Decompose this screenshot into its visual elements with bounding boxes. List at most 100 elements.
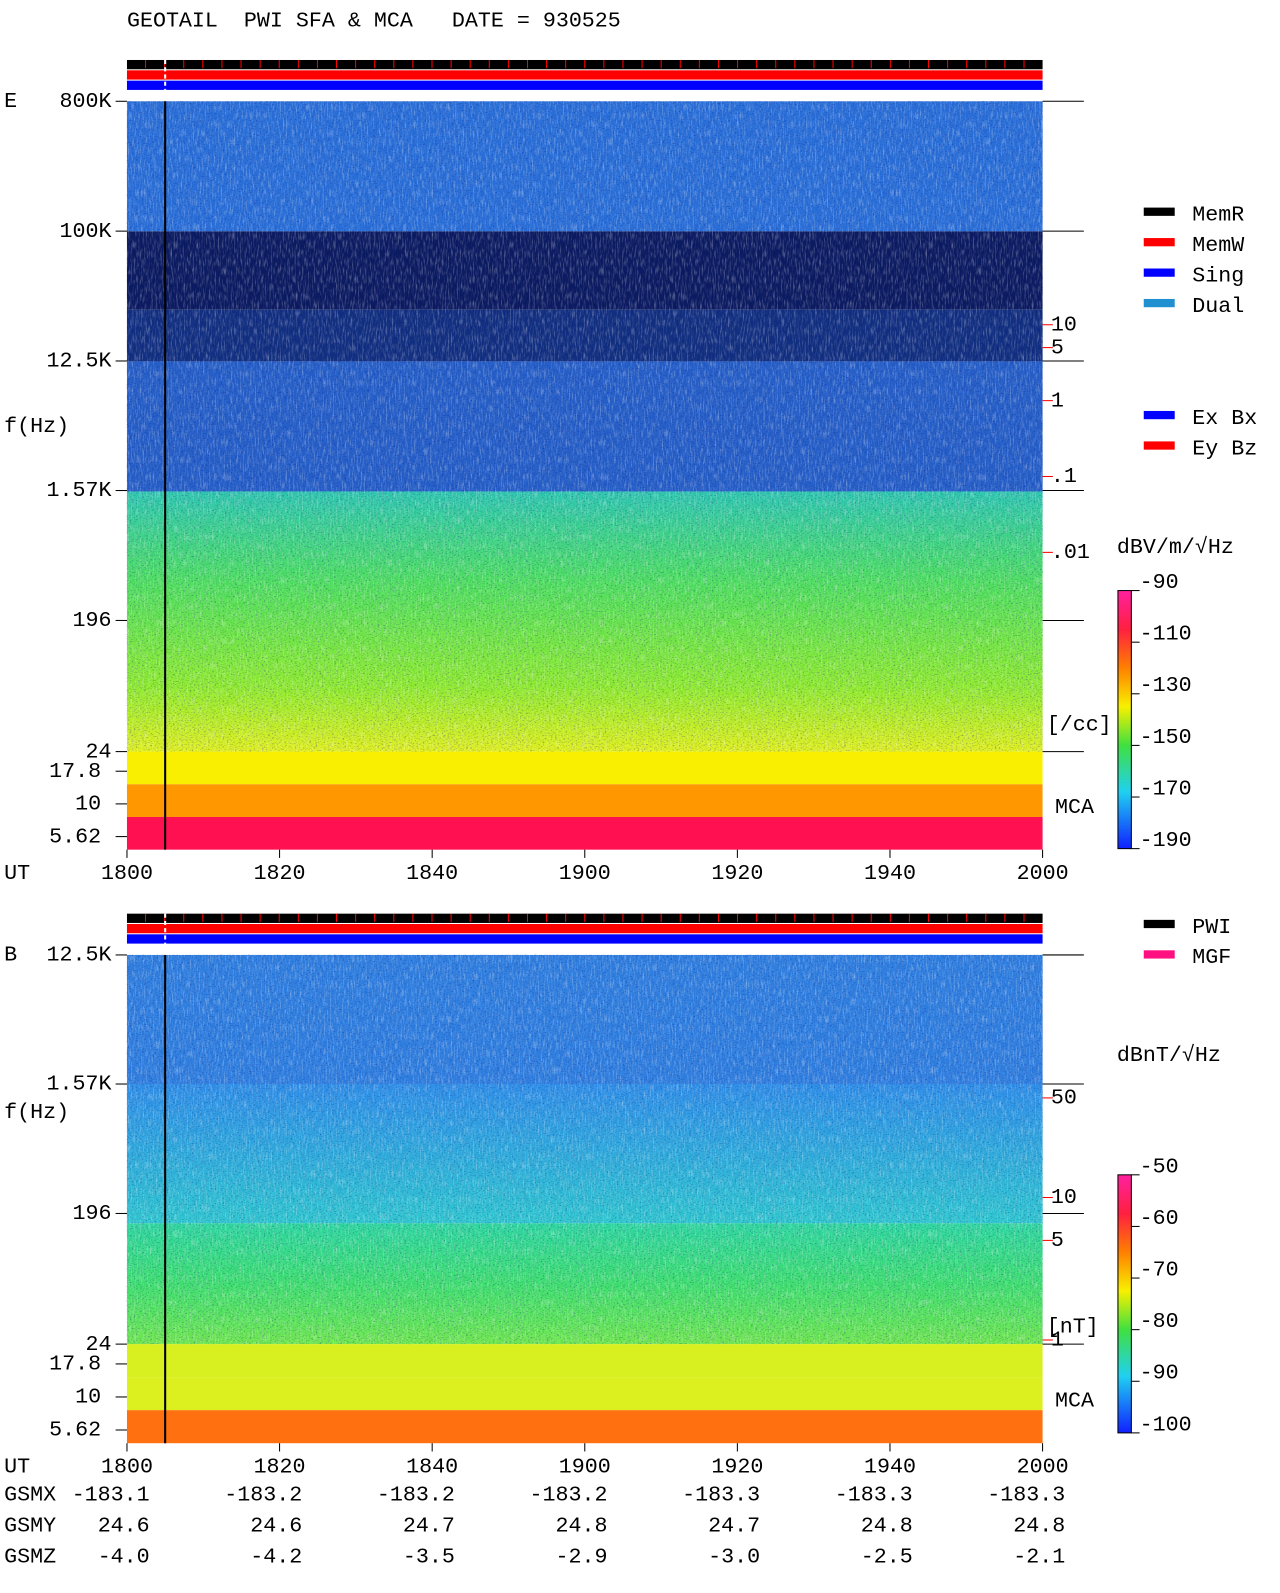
orbit-value: -183.3: [682, 1483, 760, 1508]
x-tick-label: 1800: [101, 1455, 153, 1480]
orbit-label: GSMY: [4, 1514, 56, 1539]
y2-axis-label: [nT]: [1047, 1314, 1099, 1339]
legend-swatch: [1143, 298, 1175, 308]
colorbar-tick-label: -60: [1140, 1206, 1179, 1231]
mca-tick-label: 17.8: [49, 759, 101, 784]
orbit-value: -2.9: [555, 1544, 607, 1569]
orbit-value: -183.2: [377, 1483, 455, 1508]
y-tick-label: 196: [72, 608, 111, 633]
y-tick-label: 800K: [59, 89, 111, 114]
panel-label: B: [4, 943, 17, 968]
orbit-value: -3.0: [708, 1544, 760, 1569]
colorbar: [1117, 590, 1132, 850]
legend-swatch: [1143, 950, 1175, 959]
x-axis-label: UT: [4, 1455, 30, 1480]
y2-tick-label: 50: [1051, 1086, 1077, 1111]
legend-label: Ey Bz: [1192, 436, 1257, 461]
legend-swatch: [1143, 441, 1175, 450]
mca-tick-label: 10: [75, 1385, 101, 1410]
x-tick-label: 1800: [101, 861, 153, 886]
y2-axis-label: [/cc]: [1047, 712, 1112, 737]
colorbar-tick-label: -50: [1140, 1154, 1179, 1179]
mca-band: [126, 751, 1043, 785]
y-tick-label: 24: [85, 1332, 111, 1357]
mca-band: [126, 1377, 1043, 1411]
colorbar-label: dBV/m/√Hz: [1117, 535, 1234, 560]
spectrogram-noise: [126, 101, 1043, 752]
mca-tick-label: 5.62: [49, 824, 101, 849]
orbit-value: 24.7: [708, 1514, 760, 1539]
legend-label: PWI: [1192, 915, 1231, 940]
y-tick-label: 1.57K: [46, 1072, 111, 1097]
y2-tick-label: 5: [1051, 1228, 1064, 1253]
y2-tick-label: .01: [1051, 540, 1090, 565]
legend-label: Sing: [1192, 263, 1244, 288]
y-tick-label: 1.57K: [46, 478, 111, 503]
x-tick-label: 1940: [864, 1455, 916, 1480]
x-tick-label: 1920: [711, 1455, 763, 1480]
y2-tick-label: .1: [1051, 464, 1077, 489]
legend-label: Ex Bx: [1192, 406, 1257, 431]
x-tick-label: 1820: [254, 861, 306, 886]
legend-swatch: [1143, 268, 1175, 277]
y2-tick-label: 10: [1051, 312, 1077, 337]
legend-label: MemR: [1192, 203, 1244, 228]
legend-label: Dual: [1192, 294, 1244, 319]
colorbar-tick-label: -170: [1140, 776, 1192, 801]
orbit-value: -183.2: [224, 1483, 302, 1508]
orbit-value: -4.2: [250, 1544, 302, 1569]
orbit-value: -2.1: [1013, 1544, 1065, 1569]
y-tick-label: 12.5K: [46, 349, 111, 374]
orbit-value: -3.5: [403, 1544, 455, 1569]
colorbar-tick-label: -90: [1140, 1361, 1179, 1386]
y-axis-label: f(Hz): [4, 414, 69, 439]
orbit-value: 24.8: [861, 1514, 913, 1539]
orbit-label: GSMX: [4, 1483, 56, 1508]
y2-tick-label: 1: [1051, 1328, 1064, 1353]
orbit-value: -183.2: [529, 1483, 607, 1508]
mca-band: [126, 1344, 1043, 1378]
orbit-value: -4.0: [98, 1544, 150, 1569]
x-tick-label: 2000: [1017, 861, 1069, 886]
y2-tick-label: 1: [1051, 388, 1064, 413]
colorbar-tick-label: -110: [1140, 622, 1192, 647]
orbit-value: -183.3: [835, 1483, 913, 1508]
x-tick-label: 1820: [254, 1455, 306, 1480]
orbit-value: 24.6: [98, 1514, 150, 1539]
legend-swatch: [1143, 207, 1175, 216]
orbit-value: -183.1: [72, 1483, 150, 1508]
y2-tick-label: 10: [1051, 1185, 1077, 1210]
y-axis-label: f(Hz): [4, 1100, 69, 1125]
colorbar-label: dBnT/√Hz: [1117, 1043, 1221, 1068]
y2-tick-label: 5: [1051, 335, 1064, 360]
legend-swatch: [1143, 410, 1175, 420]
mca-tick-label: 10: [75, 792, 101, 817]
status-bar: [126, 934, 1043, 944]
mca-tick-label: 5.62: [49, 1418, 101, 1443]
colorbar-tick-label: -70: [1140, 1258, 1179, 1283]
status-bar: [126, 80, 1043, 90]
chart-title: GEOTAIL PWI SFA & MCA DATE = 930525: [127, 8, 621, 33]
mca-band: [126, 784, 1043, 817]
orbit-label: GSMZ: [4, 1544, 56, 1569]
mca-band: [126, 816, 1043, 850]
colorbar-tick-label: -100: [1140, 1412, 1192, 1437]
mca-band: [126, 1410, 1043, 1444]
x-tick-label: 1840: [406, 861, 458, 886]
y-tick-label: 196: [72, 1201, 111, 1226]
x-axis-label: UT: [4, 861, 30, 886]
colorbar: [1117, 1174, 1132, 1434]
orbit-value: 24.8: [1013, 1514, 1065, 1539]
legend-swatch: [1143, 238, 1175, 247]
x-tick-label: 1900: [559, 861, 611, 886]
orbit-value: -183.3: [987, 1483, 1065, 1508]
legend-label: MemW: [1192, 233, 1244, 258]
mca-label: MCA: [1055, 1389, 1094, 1414]
x-tick-label: 2000: [1017, 1455, 1069, 1480]
x-tick-label: 1920: [711, 861, 763, 886]
orbit-value: 24.8: [555, 1514, 607, 1539]
colorbar-tick-label: -150: [1140, 725, 1192, 750]
colorbar-tick-label: -80: [1140, 1309, 1179, 1334]
